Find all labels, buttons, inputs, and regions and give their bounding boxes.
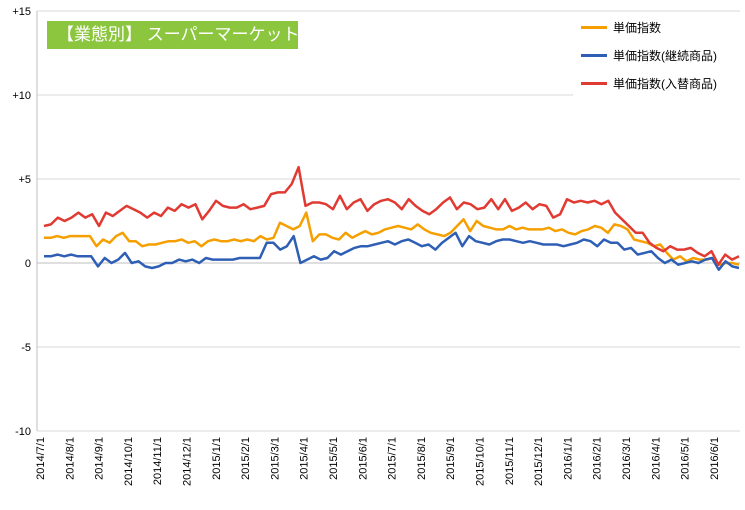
x-axis-ticks: 2014/7/1 2014/8/1 2014/9/1 2014/10/1 2014/11… bbox=[35, 437, 721, 486]
x-tick-label: 2015/4/1 bbox=[299, 437, 311, 480]
series-line-1 bbox=[44, 211, 740, 266]
x-tick-label: 2016/3/1 bbox=[621, 437, 633, 480]
y-tick-label: +5 bbox=[18, 174, 31, 186]
legend-item-2: 単価指数(継続商品) bbox=[581, 48, 717, 64]
x-tick-label: 2014/9/1 bbox=[94, 437, 106, 480]
x-tick-label: 2014/10/1 bbox=[123, 437, 135, 486]
x-tick-label: 2014/7/1 bbox=[35, 437, 47, 480]
x-tick-label: 2014/12/1 bbox=[182, 437, 194, 486]
legend-item-3: 単価指数(入替商品) bbox=[581, 76, 717, 92]
y-tick-label: -10 bbox=[15, 426, 31, 438]
y-tick-label: +10 bbox=[12, 90, 31, 102]
x-tick-label: 2016/5/1 bbox=[680, 437, 692, 480]
series-line-3 bbox=[43, 165, 740, 266]
x-tick-label: 2015/9/1 bbox=[445, 437, 457, 480]
x-tick-label: 2014/11/1 bbox=[152, 437, 164, 485]
x-tick-label: 2015/12/1 bbox=[533, 437, 545, 486]
series-lines bbox=[43, 165, 740, 271]
x-tick-label: 2015/7/1 bbox=[387, 437, 399, 480]
x-tick-label: 2016/1/1 bbox=[562, 437, 574, 480]
legend: 単価指数 単価指数(継続商品) 単価指数(入替商品) bbox=[573, 12, 745, 98]
legend-label-1: 単価指数 bbox=[613, 21, 662, 35]
x-tick-label: 2015/10/1 bbox=[475, 437, 487, 486]
x-tick-label: 2014/8/1 bbox=[64, 437, 76, 480]
x-tick-label: 2016/2/1 bbox=[592, 437, 604, 480]
chart-title: 【業態別】 スーパーマーケット bbox=[47, 21, 300, 49]
x-tick-label: 2015/3/1 bbox=[269, 437, 281, 480]
x-tick-label: 2015/8/1 bbox=[416, 437, 428, 480]
x-tick-label: 2015/2/1 bbox=[240, 437, 252, 480]
y-tick-label: 0 bbox=[25, 258, 31, 270]
x-tick-label: 2015/5/1 bbox=[328, 437, 340, 480]
legend-label-2: 単価指数(継続商品) bbox=[613, 49, 717, 63]
y-axis-ticks: +15 +10 +5 0 -5 -10 bbox=[12, 6, 31, 438]
y-tick-label: +15 bbox=[12, 6, 31, 18]
x-tick-label: 2015/11/1 bbox=[504, 437, 516, 485]
y-tick-label: -5 bbox=[21, 342, 31, 354]
x-tick-label: 2016/6/1 bbox=[709, 437, 721, 480]
legend-label-3: 単価指数(入替商品) bbox=[613, 77, 717, 91]
legend-swatch-1 bbox=[581, 26, 607, 30]
legend-item-1: 単価指数 bbox=[581, 20, 661, 36]
x-tick-label: 2015/6/1 bbox=[357, 437, 369, 480]
gridlines bbox=[36, 10, 740, 432]
x-tick-label: 2015/1/1 bbox=[211, 437, 223, 480]
legend-swatch-3 bbox=[581, 82, 607, 86]
x-tick-label: 2016/4/1 bbox=[650, 437, 662, 480]
legend-swatch-2 bbox=[581, 54, 607, 58]
series-line-2 bbox=[44, 231, 740, 271]
